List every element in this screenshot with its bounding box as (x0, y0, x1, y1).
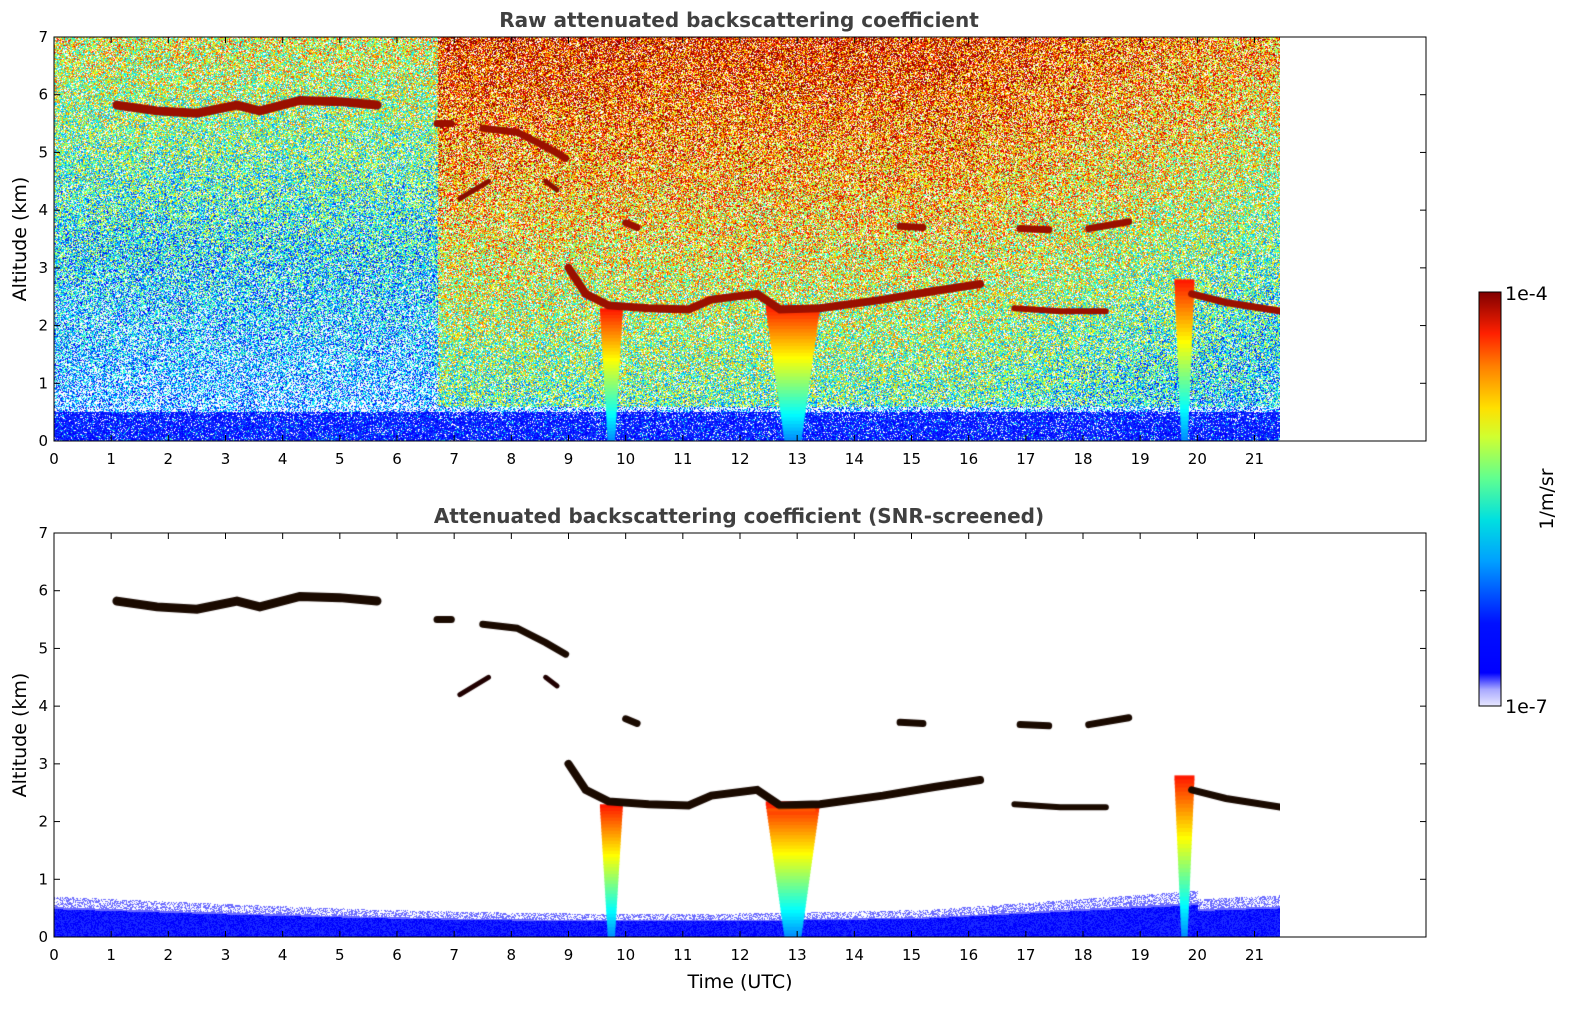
y-tick-label: 2 (38, 813, 48, 831)
y-tick-label: 1 (38, 870, 48, 888)
x-tick-label: 20 (1188, 450, 1207, 468)
x-tick-label: 5 (335, 946, 345, 964)
x-tick-label: 19 (1131, 450, 1150, 468)
panel1-x-ticks: 0 1 2 3 4 5 6 7 8 9 10 11 12 13 14 15 16 17 18 19 20 21 (49, 37, 1264, 468)
x-tick-label: 14 (845, 450, 864, 468)
panel2-x-ticks: 0 1 2 3 4 5 6 7 8 9 10 11 12 13 14 15 16 17 18 19 20 21 (49, 533, 1264, 964)
colorbar: 1e-4 1e-7 1/m/sr (1478, 283, 1558, 718)
x-tick-label: 13 (788, 450, 807, 468)
colorbar-max-label: 1e-4 (1505, 283, 1548, 305)
x-tick-label: 3 (221, 946, 231, 964)
x-tick-label: 6 (392, 946, 402, 964)
y-tick-label: 4 (38, 697, 48, 715)
y-tick-label: 7 (38, 524, 48, 542)
panel2-xlabel: Time (UTC) (686, 971, 792, 993)
x-tick-label: 8 (507, 450, 517, 468)
y-tick-label: 1 (38, 374, 48, 392)
x-tick-label: 3 (221, 450, 231, 468)
x-tick-label: 21 (1245, 450, 1264, 468)
y-tick-label: 7 (38, 28, 48, 46)
y-tick-label: 6 (38, 86, 48, 104)
y-tick-label: 5 (38, 143, 48, 161)
colorbar-gradient (1478, 291, 1502, 707)
panel-snr-screened: Attenuated backscattering coefficient (S… (9, 504, 1427, 993)
x-tick-label: 9 (564, 450, 574, 468)
x-tick-label: 11 (673, 450, 692, 468)
x-tick-label: 8 (507, 946, 517, 964)
panel1-y-ticks: 0 1 2 3 4 5 6 7 (38, 28, 1426, 450)
x-tick-label: 16 (959, 450, 978, 468)
x-tick-label: 21 (1245, 946, 1264, 964)
colorbar-unit-label: 1/m/sr (1536, 468, 1558, 529)
y-tick-label: 5 (38, 639, 48, 657)
x-tick-label: 18 (1073, 946, 1092, 964)
colorbar-min-label: 1e-7 (1505, 696, 1548, 718)
panel1-heatmap (54, 37, 1280, 441)
x-tick-label: 18 (1073, 450, 1092, 468)
x-tick-label: 10 (616, 450, 635, 468)
y-tick-label: 3 (38, 259, 48, 277)
x-tick-label: 6 (392, 450, 402, 468)
x-tick-label: 4 (278, 946, 288, 964)
x-tick-label: 14 (845, 946, 864, 964)
x-tick-label: 1 (106, 450, 116, 468)
x-tick-label: 2 (164, 946, 174, 964)
x-tick-label: 9 (564, 946, 574, 964)
y-tick-label: 0 (38, 928, 48, 946)
y-tick-label: 3 (38, 755, 48, 773)
x-tick-label: 15 (902, 450, 921, 468)
panel2-title: Attenuated backscattering coefficient (S… (434, 504, 1044, 528)
x-tick-label: 20 (1188, 946, 1207, 964)
y-tick-label: 0 (38, 432, 48, 450)
x-tick-label: 0 (49, 450, 59, 468)
panel-raw: Raw attenuated backscattering coefficien… (9, 8, 1427, 468)
x-tick-label: 1 (106, 946, 116, 964)
panel2-heatmap (54, 533, 1280, 937)
x-tick-label: 13 (788, 946, 807, 964)
x-tick-label: 17 (1016, 450, 1035, 468)
x-tick-label: 5 (335, 450, 345, 468)
x-tick-label: 19 (1131, 946, 1150, 964)
panel1-ylabel: Altitude (km) (9, 177, 31, 302)
x-tick-label: 15 (902, 946, 921, 964)
x-tick-label: 2 (164, 450, 174, 468)
x-tick-label: 11 (673, 946, 692, 964)
heatmap-image (54, 37, 1280, 441)
heatmap-image (54, 533, 1280, 937)
y-tick-label: 6 (38, 582, 48, 600)
y-tick-label: 4 (38, 201, 48, 219)
x-tick-label: 12 (730, 946, 749, 964)
panel2-y-ticks: 0 1 2 3 4 5 6 7 (38, 524, 1426, 946)
x-tick-label: 0 (49, 946, 59, 964)
x-tick-label: 12 (730, 450, 749, 468)
x-tick-label: 7 (449, 946, 459, 964)
y-tick-label: 2 (38, 317, 48, 335)
x-tick-label: 10 (616, 946, 635, 964)
x-tick-label: 17 (1016, 946, 1035, 964)
x-tick-label: 16 (959, 946, 978, 964)
panel1-title: Raw attenuated backscattering coefficien… (499, 8, 979, 32)
x-tick-label: 7 (449, 450, 459, 468)
panel2-ylabel: Altitude (km) (9, 673, 31, 798)
x-tick-label: 4 (278, 450, 288, 468)
